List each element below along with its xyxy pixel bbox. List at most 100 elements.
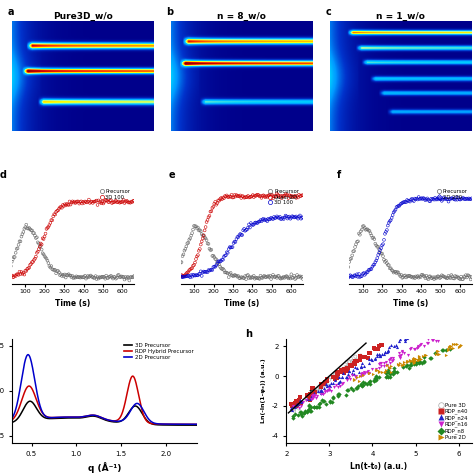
Point — [213, 258, 221, 266]
Point — [232, 272, 239, 279]
Point — [317, 385, 324, 392]
Point — [296, 393, 304, 401]
Point — [122, 198, 129, 206]
Point — [181, 272, 188, 279]
Point — [33, 234, 41, 241]
Point — [435, 194, 443, 202]
Point — [43, 225, 50, 233]
Point — [25, 224, 33, 232]
Point — [113, 199, 120, 206]
Point — [308, 384, 315, 392]
Point — [426, 197, 433, 205]
Point — [172, 271, 180, 278]
Point — [371, 261, 378, 268]
Text: b: b — [166, 7, 173, 17]
Point — [252, 192, 259, 200]
Point — [415, 357, 423, 365]
Point — [358, 370, 366, 378]
Point — [272, 214, 280, 221]
Point — [292, 401, 300, 409]
Point — [221, 192, 228, 200]
Point — [207, 246, 214, 254]
Point — [343, 364, 350, 371]
Point — [421, 196, 429, 204]
Point — [51, 266, 59, 274]
Point — [435, 273, 443, 281]
Point — [280, 273, 287, 281]
Point — [171, 273, 179, 281]
Point — [290, 414, 297, 422]
Point — [345, 263, 352, 271]
Point — [178, 271, 185, 279]
Point — [182, 270, 190, 277]
Point — [434, 196, 442, 203]
Point — [410, 355, 418, 362]
Point — [415, 356, 423, 364]
Point — [390, 365, 398, 372]
Point — [310, 392, 318, 400]
Legend: Precursor, 2D 200: Precursor, 2D 200 — [436, 188, 469, 201]
Point — [212, 255, 220, 263]
Point — [264, 218, 271, 225]
Point — [424, 336, 432, 343]
Point — [396, 335, 403, 343]
Point — [396, 202, 403, 210]
Point — [304, 406, 312, 414]
Point — [77, 198, 85, 205]
Point — [328, 398, 336, 406]
Point — [450, 340, 457, 348]
Point — [357, 352, 365, 359]
Text: e: e — [168, 170, 175, 180]
Point — [219, 194, 227, 201]
Point — [295, 273, 303, 281]
Point — [335, 374, 343, 381]
Point — [329, 393, 337, 401]
Point — [410, 273, 418, 281]
Point — [348, 369, 356, 377]
Point — [82, 275, 90, 283]
Point — [338, 374, 346, 381]
Legend: Pure 3D, RDP_n40, RDP_n24, RDP_n16, RDP_n8, Pure 2D: Pure 3D, RDP_n40, RDP_n24, RDP_n16, RDP_… — [438, 402, 469, 440]
Point — [445, 344, 453, 351]
Point — [333, 374, 341, 382]
Point — [464, 272, 472, 279]
Point — [128, 198, 135, 205]
Point — [275, 272, 283, 280]
Point — [407, 344, 415, 352]
Point — [247, 193, 255, 201]
Point — [391, 268, 398, 275]
Point — [445, 346, 452, 354]
Point — [361, 224, 368, 232]
Point — [238, 231, 246, 239]
Point — [292, 400, 300, 408]
Point — [447, 344, 455, 352]
Point — [321, 388, 329, 396]
Point — [123, 274, 130, 282]
Point — [296, 396, 303, 404]
Point — [377, 250, 385, 257]
Point — [124, 198, 131, 205]
Point — [283, 273, 291, 281]
Point — [378, 242, 386, 249]
Point — [417, 195, 424, 202]
Point — [310, 391, 317, 399]
Point — [107, 272, 115, 280]
Point — [78, 200, 86, 207]
Point — [253, 274, 260, 282]
Point — [378, 250, 386, 257]
Point — [432, 350, 440, 357]
Point — [31, 232, 39, 239]
Point — [12, 249, 19, 256]
Point — [308, 395, 315, 403]
Point — [295, 404, 303, 412]
Point — [44, 257, 51, 264]
Point — [410, 346, 418, 353]
Point — [72, 199, 79, 207]
Point — [410, 360, 418, 368]
Point — [375, 367, 383, 375]
Point — [373, 352, 381, 359]
Point — [311, 390, 319, 398]
Point — [192, 271, 200, 279]
Point — [387, 355, 394, 363]
Point — [428, 354, 435, 362]
